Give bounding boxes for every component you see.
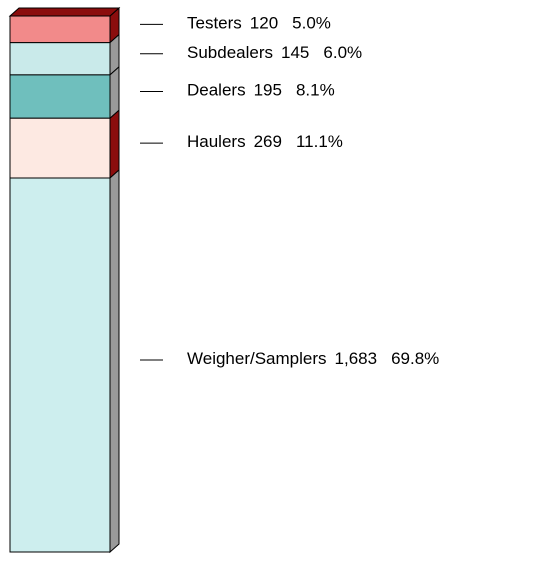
category-name: Dealers	[187, 81, 246, 100]
percent-label: 11.1%	[296, 133, 343, 152]
segment-top	[8, 7, 121, 17]
value-label: 120	[250, 14, 278, 33]
category-name: Subdealers	[187, 43, 273, 62]
segment-front	[9, 15, 111, 44]
segment-front	[9, 74, 111, 119]
segment-label: Testers 120 5.0%	[187, 14, 331, 33]
segment-side	[109, 168, 120, 554]
segment-label: Haulers 269 11.1%	[187, 133, 343, 152]
value-label: 269	[254, 133, 282, 152]
category-name: Haulers	[187, 133, 246, 152]
value-label: 145	[281, 43, 309, 62]
segment-label: Dealers 195 8.1%	[187, 81, 335, 100]
segment-side	[109, 65, 120, 120]
percent-label: 5.0%	[292, 14, 331, 33]
segment-front	[9, 42, 111, 76]
category-name: Weigher/Samplers	[187, 349, 327, 368]
value-label: 195	[254, 81, 282, 100]
category-name: Testers	[187, 14, 242, 33]
segment-label: Weigher/Samplers 1,683 69.8%	[187, 349, 439, 368]
segment-front	[9, 117, 111, 179]
segment-label: Subdealers 145 6.0%	[187, 43, 362, 62]
value-label: 1,683	[335, 349, 378, 368]
segment-front	[9, 177, 111, 553]
segment-side	[109, 109, 120, 180]
percent-label: 69.8%	[391, 349, 439, 368]
percent-label: 8.1%	[296, 81, 335, 100]
percent-label: 6.0%	[323, 43, 362, 62]
